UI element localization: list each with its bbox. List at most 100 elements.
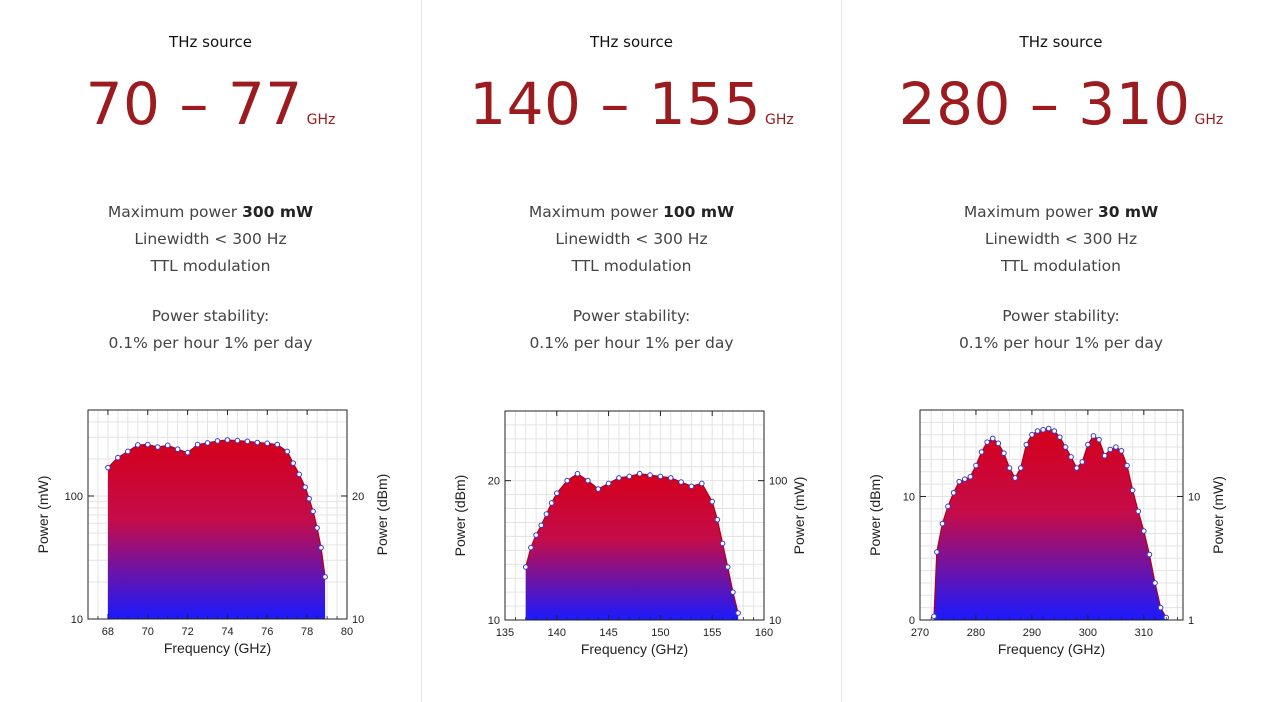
x-axis-label: Frequency (GHz) bbox=[581, 641, 688, 657]
y-tick-label-right: 1 bbox=[1188, 615, 1194, 627]
data-point bbox=[533, 532, 539, 538]
data-point bbox=[302, 484, 308, 490]
data-point bbox=[605, 480, 612, 487]
data-point bbox=[1040, 426, 1046, 433]
data-point bbox=[1001, 450, 1007, 457]
data-point bbox=[1029, 431, 1035, 438]
data-point bbox=[1146, 551, 1153, 558]
data-point bbox=[184, 449, 191, 456]
x-tick-label: 270 bbox=[911, 627, 929, 639]
stability-value: 0.1% per hour 1% per day bbox=[958, 334, 1164, 352]
data-point bbox=[1012, 475, 1018, 481]
data-point bbox=[1152, 580, 1158, 586]
data-point bbox=[1057, 434, 1063, 440]
source-card-70ghz: THz source 70 – 77 GHz Maximum power 300 … bbox=[0, 0, 421, 702]
data-point bbox=[1023, 441, 1030, 448]
data-point bbox=[984, 439, 990, 445]
data-point bbox=[322, 574, 328, 580]
data-point bbox=[956, 478, 962, 485]
x-tick-label: 68 bbox=[102, 626, 114, 638]
x-tick-label: 150 bbox=[651, 627, 669, 639]
x-tick-label: 155 bbox=[703, 627, 721, 639]
x-axis-label: Frequency (GHz) bbox=[164, 640, 271, 656]
x-tick-label: 310 bbox=[1135, 627, 1153, 639]
data-point bbox=[989, 435, 996, 442]
data-point bbox=[1006, 465, 1013, 471]
data-point bbox=[1101, 452, 1108, 459]
plot-frame bbox=[919, 409, 1184, 621]
x-tick-label: 300 bbox=[1079, 627, 1097, 639]
data-point bbox=[274, 441, 281, 448]
data-point bbox=[1141, 528, 1147, 534]
data-point bbox=[709, 498, 716, 505]
y-tick-label-right: 10 bbox=[769, 615, 781, 627]
data-point bbox=[931, 613, 937, 620]
y-axis-label-right: Power (mW) bbox=[791, 477, 807, 555]
data-point bbox=[254, 439, 261, 446]
data-point bbox=[1062, 444, 1069, 450]
y-tick-label-right: 100 bbox=[769, 476, 787, 488]
data-point bbox=[1129, 487, 1136, 494]
data-point bbox=[306, 495, 312, 502]
data-point bbox=[214, 438, 221, 444]
frequency-range: 280 – 310 GHz bbox=[842, 70, 1280, 138]
frequency-range-value: 140 – 155 bbox=[469, 70, 762, 138]
y-tick-label-left: 10 bbox=[488, 615, 500, 627]
data-point bbox=[636, 470, 643, 477]
data-point bbox=[939, 520, 946, 527]
card-title: THz source bbox=[1019, 33, 1103, 51]
frequency-range: 140 – 155 GHz bbox=[422, 70, 841, 138]
data-point bbox=[528, 544, 534, 551]
y-tick-label-left: 20 bbox=[488, 476, 500, 488]
data-point bbox=[1051, 428, 1058, 434]
data-point bbox=[945, 503, 951, 510]
x-tick-label: 80 bbox=[341, 626, 353, 638]
y-axis-label-right: Power (mW) bbox=[1210, 476, 1226, 554]
power-area bbox=[933, 428, 1167, 620]
data-point bbox=[950, 489, 957, 496]
y-tick-label-left: 10 bbox=[71, 614, 83, 626]
y-tick-label-left: 0 bbox=[909, 615, 915, 627]
modulation-spec: TTL modulation bbox=[150, 257, 271, 275]
stability-label: Power stability: bbox=[572, 307, 691, 325]
data-point bbox=[678, 479, 684, 485]
spec-list: Maximum power 30 mW Linewidth < 300 Hz T… bbox=[842, 199, 1280, 280]
data-point bbox=[314, 525, 320, 531]
data-point bbox=[688, 483, 695, 490]
data-point bbox=[564, 477, 570, 484]
power-area bbox=[525, 473, 739, 620]
max-power-label: Maximum power bbox=[963, 203, 1094, 221]
data-point bbox=[543, 511, 550, 517]
plot-frame bbox=[504, 410, 765, 621]
x-tick-label: 76 bbox=[261, 626, 273, 638]
y-tick-label-right: 20 bbox=[352, 491, 364, 503]
data-point bbox=[1107, 446, 1114, 453]
data-point bbox=[657, 473, 664, 480]
power-spectrum-chart-280ghz: 270 280 290 300 310 0 10 1 10 Frequency (GHz) Powe… bbox=[867, 409, 1226, 657]
data-point bbox=[554, 490, 560, 497]
data-point bbox=[616, 475, 622, 481]
data-point bbox=[961, 476, 968, 482]
data-point bbox=[1068, 454, 1074, 460]
stability-spec: Power stability: 0.1% per hour 1% per da… bbox=[0, 303, 421, 357]
x-tick-label: 280 bbox=[967, 627, 985, 639]
x-tick-label: 74 bbox=[221, 626, 233, 638]
x-axis-label: Frequency (GHz) bbox=[998, 641, 1105, 657]
data-point bbox=[105, 464, 111, 471]
frequency-range-value: 280 – 310 bbox=[898, 70, 1191, 138]
data-point bbox=[296, 471, 302, 478]
linewidth-spec: Linewidth < 300 Hz bbox=[555, 230, 708, 248]
data-point bbox=[310, 508, 316, 515]
linewidth-spec: Linewidth < 300 Hz bbox=[984, 230, 1138, 248]
data-point bbox=[735, 610, 741, 616]
data-point bbox=[264, 440, 271, 447]
modulation-spec: TTL modulation bbox=[1001, 257, 1121, 275]
data-point bbox=[548, 500, 555, 506]
y-tick-label-left: 10 bbox=[903, 491, 915, 503]
data-point bbox=[538, 522, 545, 529]
y-tick-label-right: 10 bbox=[352, 614, 364, 626]
data-point bbox=[995, 440, 1002, 447]
data-point bbox=[1090, 433, 1097, 439]
